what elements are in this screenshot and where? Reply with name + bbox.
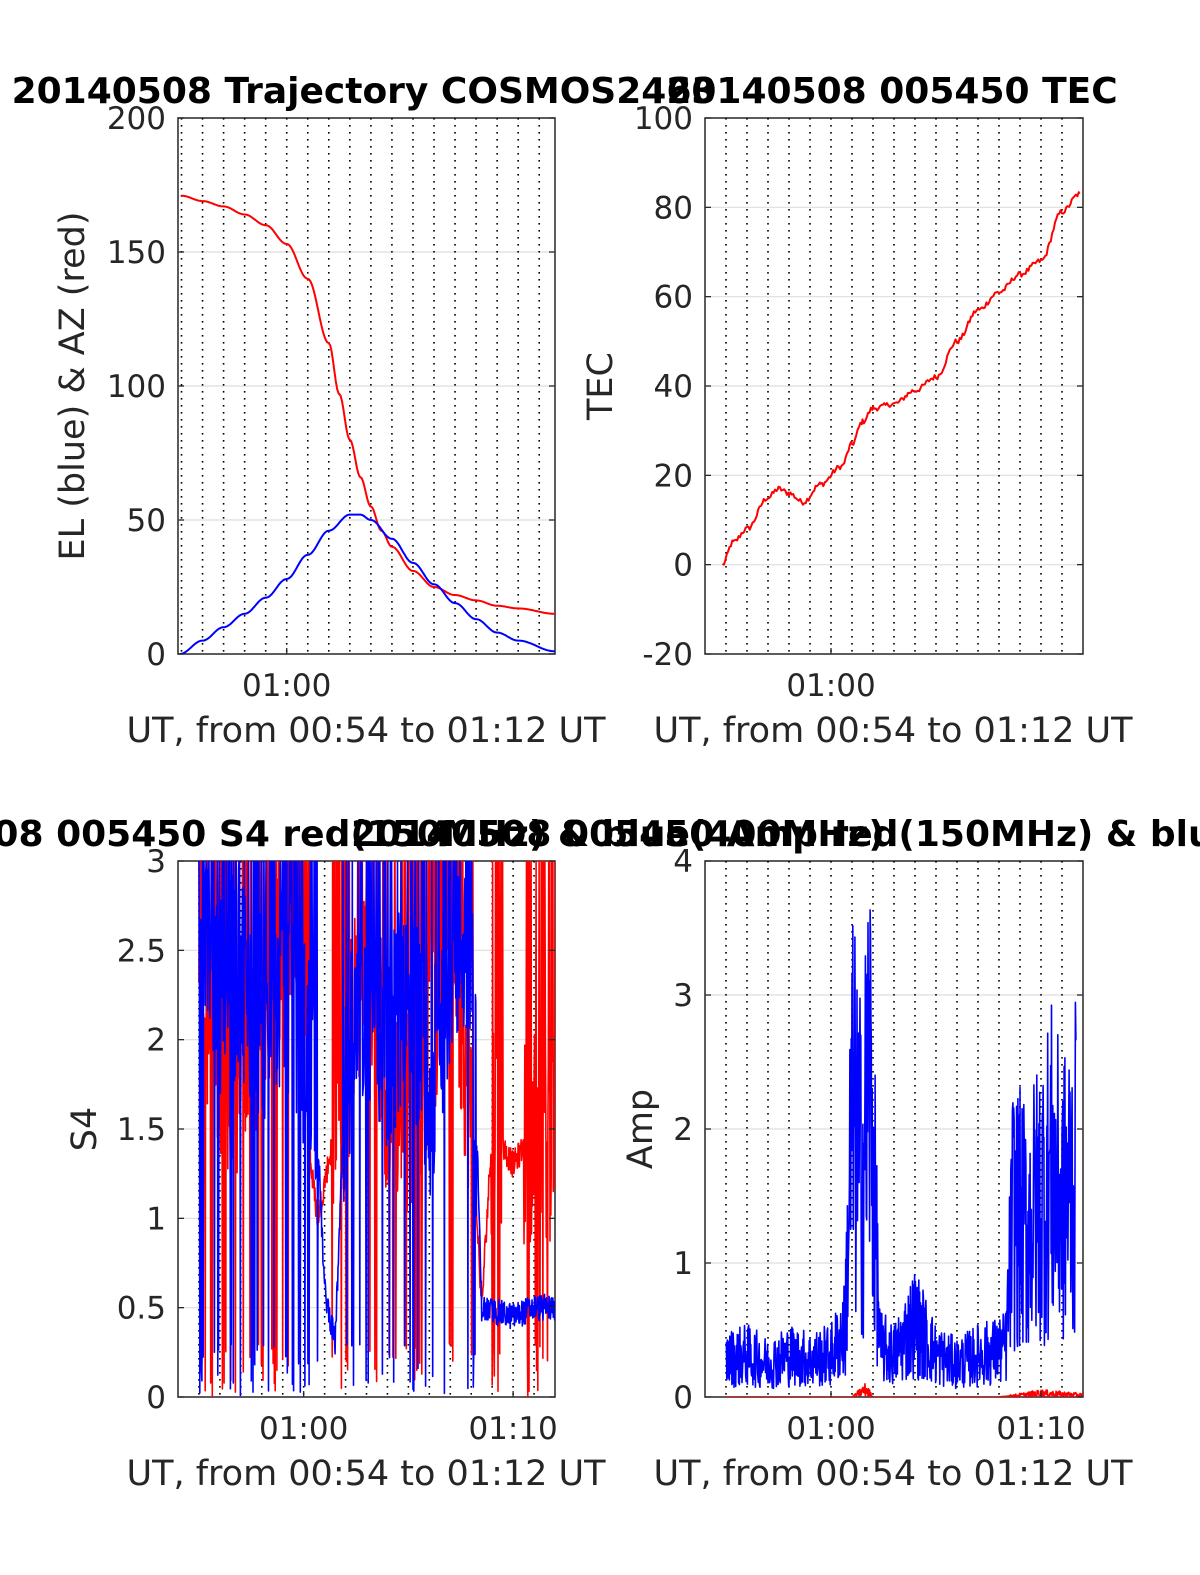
amp-ytick-label: 2	[673, 1112, 693, 1148]
s4-ytick-label: 2.5	[117, 933, 166, 969]
tec-xlabel: UT, from 00:54 to 01:12 UT	[653, 711, 1133, 751]
trajectory-series-az	[181, 194, 555, 615]
amp-ylabel: Amp	[621, 1089, 661, 1169]
amp-panel: 0 1 2 3 4 01:00 01:10 20140508 005450 Amp red(…	[351, 814, 1200, 1494]
tec-ytick-label: 100	[634, 101, 693, 137]
s4-ytick-label: 2	[146, 1023, 166, 1059]
amp-ytick-label: 4	[673, 844, 693, 880]
trajectory-title: 20140508 Trajectory COSMOS2463	[12, 71, 717, 112]
trajectory-ytick-label: 150	[107, 235, 166, 271]
amp-series-400mhz	[725, 909, 1077, 1390]
s4-series-400mhz	[198, 861, 555, 1397]
trajectory-series-el	[179, 513, 555, 654]
amp-ytick-label: 0	[673, 1380, 693, 1416]
amp-xtick-label: 01:00	[786, 1411, 875, 1447]
s4-panel: 0 0.5 1 1.5 2 2.5 3 01:00 01:10 20140508 005450 …	[0, 814, 885, 1494]
s4-xtick-label: 01:00	[259, 1411, 348, 1447]
tec-ytick-label: 60	[654, 280, 693, 316]
trajectory-ytick-label: 100	[107, 369, 166, 405]
amp-ytick-label: 1	[673, 1246, 693, 1282]
amp-title: 20140508 005450 Amp red(150MHz) & blue(4…	[351, 814, 1200, 855]
trajectory-ytick-label: 50	[127, 503, 166, 539]
tec-ylabel: TEC	[581, 352, 621, 421]
s4-ylabel: S4	[65, 1107, 105, 1152]
s4-ytick-label: 1	[146, 1201, 166, 1237]
trajectory-ytick-label: 200	[107, 101, 166, 137]
tec-ytick-label: 40	[654, 369, 693, 405]
amp-series-150mhz	[725, 1383, 1083, 1397]
amp-ytick-label: 3	[673, 978, 693, 1014]
s4-ytick-label: 0	[146, 1380, 166, 1416]
trajectory-ylabel: EL (blue) & AZ (red)	[53, 212, 93, 561]
s4-xtick-label: 01:10	[468, 1411, 557, 1447]
trajectory-xlabel: UT, from 00:54 to 01:12 UT	[126, 711, 606, 751]
s4-ytick-label: 1.5	[117, 1112, 166, 1148]
s4-series-150mhz	[198, 861, 555, 1397]
s4-xlabel: UT, from 00:54 to 01:12 UT	[126, 1454, 606, 1494]
s4-ytick-label: 3	[146, 844, 166, 880]
s4-title: 20140508 005450 S4 red(150MHz) & blue(40…	[0, 814, 885, 855]
tec-title: 20140508 005450 TEC	[666, 71, 1117, 112]
tec-ytick-label: 20	[654, 458, 693, 494]
tec-series-tec	[721, 191, 1081, 566]
tec-ytick-label: 0	[673, 548, 693, 584]
tec-panel: -20 0 20 40 60 80 100 01:00 20140508 005450 TEC…	[581, 71, 1133, 751]
amp-xtick-label: 01:10	[996, 1411, 1085, 1447]
tec-ytick-label: 80	[654, 190, 693, 226]
trajectory-ytick-label: 0	[146, 637, 166, 673]
tec-xtick-label: 01:00	[786, 668, 875, 704]
trajectory-xtick-label: 01:00	[242, 668, 331, 704]
amp-xlabel: UT, from 00:54 to 01:12 UT	[653, 1454, 1133, 1494]
s4-ytick-label: 0.5	[117, 1291, 166, 1327]
tec-ytick-label: -20	[642, 637, 693, 673]
